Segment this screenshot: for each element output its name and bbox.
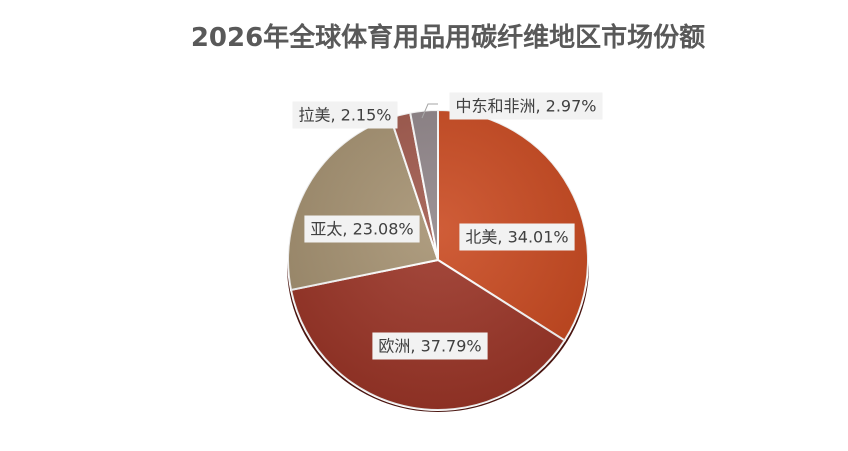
chart-title: 2026年全球体育用品用碳纤维地区市场份额	[191, 22, 705, 53]
data-label-box	[292, 101, 398, 129]
data-label-box	[449, 92, 603, 120]
data-label-box	[304, 215, 420, 243]
data-labels: 北美, 34.01% 欧洲, 37.79% 亚太, 23.08% 拉美, 2.15% 中…	[292, 92, 603, 360]
data-label-box	[372, 332, 488, 360]
data-label: 亚太, 23.08%	[310, 220, 413, 239]
data-label: 欧洲, 37.79%	[378, 337, 481, 356]
leader-line	[421, 103, 438, 119]
data-label: 北美, 34.01%	[465, 228, 568, 247]
data-label: 中东和非洲, 2.97%	[455, 97, 596, 116]
data-label: 拉美, 2.15%	[298, 106, 391, 125]
data-label-box	[459, 223, 575, 251]
pie	[287, 108, 589, 411]
